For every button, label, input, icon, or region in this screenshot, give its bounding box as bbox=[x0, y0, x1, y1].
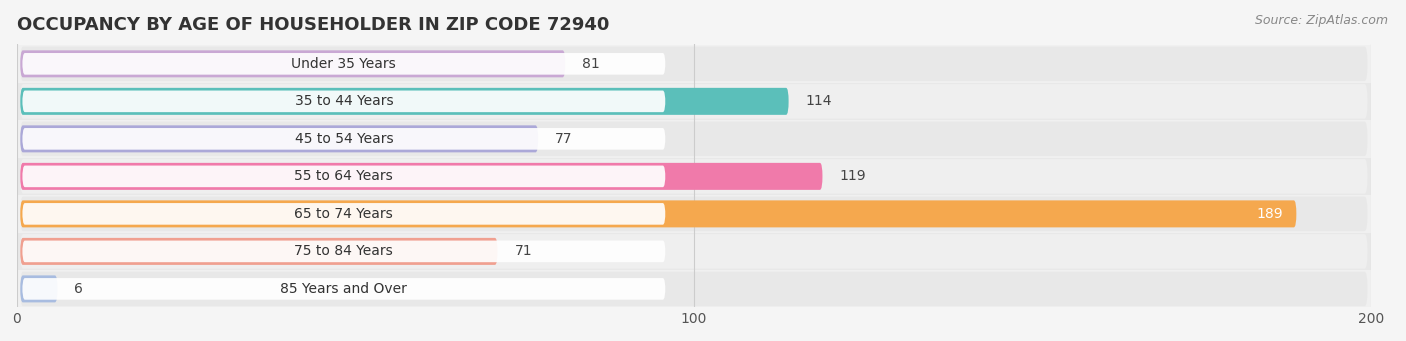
FancyBboxPatch shape bbox=[22, 278, 665, 300]
Text: 65 to 74 Years: 65 to 74 Years bbox=[294, 207, 394, 221]
FancyBboxPatch shape bbox=[20, 276, 58, 302]
Text: 35 to 44 Years: 35 to 44 Years bbox=[294, 94, 394, 108]
Text: 75 to 84 Years: 75 to 84 Years bbox=[294, 244, 394, 258]
Bar bbox=[0, 83, 1406, 120]
Bar bbox=[0, 120, 1406, 158]
Text: Under 35 Years: Under 35 Years bbox=[291, 57, 396, 71]
Text: 81: 81 bbox=[582, 57, 600, 71]
FancyBboxPatch shape bbox=[20, 238, 498, 265]
FancyBboxPatch shape bbox=[20, 122, 1368, 156]
FancyBboxPatch shape bbox=[22, 166, 665, 187]
FancyBboxPatch shape bbox=[22, 241, 665, 262]
Text: Source: ZipAtlas.com: Source: ZipAtlas.com bbox=[1254, 14, 1388, 27]
FancyBboxPatch shape bbox=[20, 50, 565, 77]
FancyBboxPatch shape bbox=[20, 159, 1368, 194]
FancyBboxPatch shape bbox=[20, 84, 1368, 119]
Text: 85 Years and Over: 85 Years and Over bbox=[280, 282, 408, 296]
FancyBboxPatch shape bbox=[20, 272, 1368, 306]
Text: OCCUPANCY BY AGE OF HOUSEHOLDER IN ZIP CODE 72940: OCCUPANCY BY AGE OF HOUSEHOLDER IN ZIP C… bbox=[17, 16, 609, 34]
Text: 45 to 54 Years: 45 to 54 Years bbox=[294, 132, 394, 146]
Bar bbox=[0, 158, 1406, 195]
Text: 114: 114 bbox=[806, 94, 832, 108]
FancyBboxPatch shape bbox=[20, 234, 1368, 269]
Text: 71: 71 bbox=[515, 244, 531, 258]
FancyBboxPatch shape bbox=[22, 53, 665, 75]
FancyBboxPatch shape bbox=[22, 91, 665, 112]
FancyBboxPatch shape bbox=[20, 163, 823, 190]
Bar bbox=[0, 195, 1406, 233]
Text: 77: 77 bbox=[555, 132, 572, 146]
FancyBboxPatch shape bbox=[20, 197, 1368, 231]
Text: 119: 119 bbox=[839, 169, 866, 183]
FancyBboxPatch shape bbox=[20, 125, 538, 152]
FancyBboxPatch shape bbox=[22, 203, 665, 225]
FancyBboxPatch shape bbox=[20, 201, 1296, 227]
FancyBboxPatch shape bbox=[20, 88, 789, 115]
Text: 6: 6 bbox=[75, 282, 83, 296]
Text: 189: 189 bbox=[1256, 207, 1282, 221]
FancyBboxPatch shape bbox=[20, 47, 1368, 81]
FancyBboxPatch shape bbox=[22, 128, 665, 150]
Bar bbox=[0, 270, 1406, 308]
Bar bbox=[0, 45, 1406, 83]
Bar bbox=[0, 233, 1406, 270]
Text: 55 to 64 Years: 55 to 64 Years bbox=[294, 169, 394, 183]
